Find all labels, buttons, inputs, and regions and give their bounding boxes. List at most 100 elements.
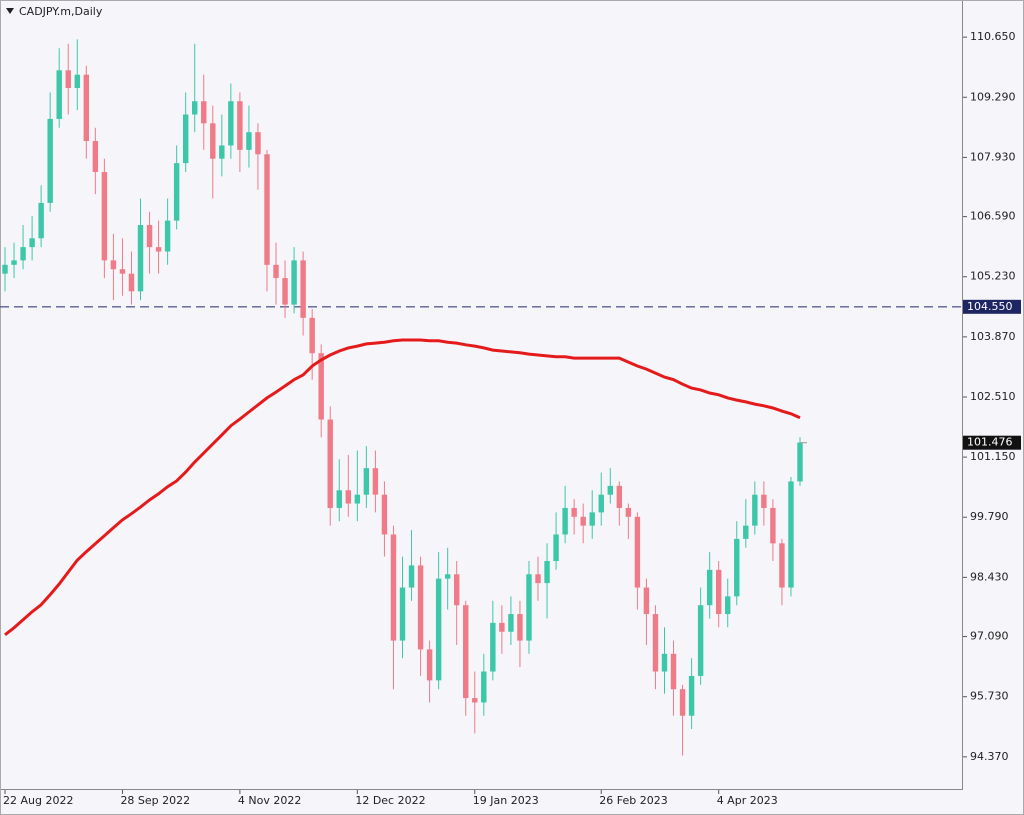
candle-body	[11, 260, 17, 265]
candle-body	[83, 74, 90, 142]
candle-body	[372, 468, 379, 495]
horizontal-line-label: 104.550	[967, 300, 1013, 313]
candle-body	[453, 574, 460, 606]
y-tick-label: 94.370	[970, 750, 1009, 763]
candle-body	[743, 525, 749, 539]
x-tick-label: 22 Aug 2022	[3, 794, 73, 807]
candle-body	[661, 653, 668, 672]
y-tick-label: 99.790	[970, 510, 1009, 523]
candle-body	[706, 569, 713, 606]
candle-body	[472, 698, 478, 703]
candle-body	[444, 574, 451, 579]
candle-body	[779, 543, 785, 588]
candle-body	[173, 163, 180, 221]
candle-body	[535, 574, 541, 584]
candle-body	[255, 132, 261, 155]
candle-body	[553, 534, 559, 562]
candle-body	[201, 101, 207, 124]
candle-body	[273, 264, 279, 279]
candle-body	[589, 512, 595, 526]
candle-body	[164, 220, 171, 252]
candle-body	[508, 614, 514, 632]
candle-body	[670, 653, 677, 690]
candle-body	[327, 419, 333, 508]
candle-body	[752, 494, 758, 526]
candle-body	[499, 622, 505, 632]
candle-body	[463, 605, 469, 699]
candle-body	[92, 141, 99, 172]
x-tick-label: 26 Feb 2023	[599, 794, 667, 807]
candle-body	[761, 494, 767, 508]
candle-body	[47, 118, 53, 203]
candle-body	[282, 278, 288, 305]
candle-body	[490, 622, 496, 672]
candle-body	[210, 123, 216, 159]
y-tick-label: 97.090	[970, 630, 1009, 643]
candle-body	[643, 587, 650, 615]
candle-body	[336, 490, 342, 508]
candle-body	[688, 675, 695, 716]
candle-body	[182, 114, 189, 164]
last-price-label: 101.476	[967, 436, 1013, 449]
candle-body	[562, 507, 568, 535]
candle-body	[29, 238, 35, 248]
y-tick-label: 98.430	[970, 570, 1009, 583]
candle-body	[119, 269, 126, 274]
candle-body	[679, 689, 686, 716]
candle-body	[616, 485, 623, 508]
y-tick-label: 102.510	[970, 390, 1016, 403]
candle-body	[291, 260, 297, 305]
x-tick-label: 12 Dec 2022	[355, 794, 425, 807]
candle-body	[607, 485, 613, 495]
candle-body	[697, 605, 704, 676]
candle-body	[128, 273, 135, 292]
candle-body	[725, 596, 731, 615]
candle-body	[734, 538, 740, 597]
candle-body	[74, 74, 80, 88]
candle-body	[517, 614, 523, 641]
candle-body	[65, 70, 71, 88]
candle-body	[715, 569, 722, 615]
x-tick-label: 19 Jan 2023	[473, 794, 539, 807]
candle-body	[354, 494, 361, 504]
menu-triangle[interactable]	[6, 8, 14, 14]
candle-body	[318, 353, 324, 420]
candle-body	[544, 561, 550, 584]
candle-body	[625, 507, 632, 517]
candle-body	[38, 202, 44, 239]
candle-body	[426, 649, 433, 681]
y-tick-label: 110.650	[970, 30, 1016, 43]
candle-body	[264, 154, 270, 265]
candle-body	[381, 494, 388, 535]
candle-body	[155, 247, 162, 252]
horizontal-line-label-box	[963, 299, 1021, 314]
candle-body	[246, 132, 252, 150]
x-tick-label: 4 Apr 2023	[717, 794, 778, 807]
candle-body	[363, 468, 370, 495]
candle-body	[300, 260, 306, 318]
candle-body	[192, 101, 198, 115]
y-tick-label: 103.870	[970, 330, 1016, 343]
candle-body	[788, 481, 794, 588]
candle-body	[110, 260, 117, 270]
last-price-box	[963, 435, 1021, 450]
candle-body	[652, 614, 659, 672]
candle-body	[137, 225, 144, 292]
candle-body	[408, 565, 415, 588]
candle-body	[399, 587, 406, 641]
candle-body	[228, 101, 234, 146]
y-tick-label: 101.150	[970, 450, 1016, 463]
candle-body	[417, 565, 424, 650]
candle-body	[580, 516, 586, 526]
candle-body	[20, 247, 26, 261]
x-tick-label: 28 Sep 2022	[120, 794, 190, 807]
x-tick-label: 4 Nov 2022	[238, 794, 301, 807]
moving-average-line	[4, 338, 801, 636]
candle-body	[237, 101, 243, 150]
candle-body	[345, 490, 352, 504]
candle-body	[219, 145, 225, 159]
candle-body	[390, 534, 397, 641]
y-tick-label: 105.230	[970, 270, 1016, 283]
